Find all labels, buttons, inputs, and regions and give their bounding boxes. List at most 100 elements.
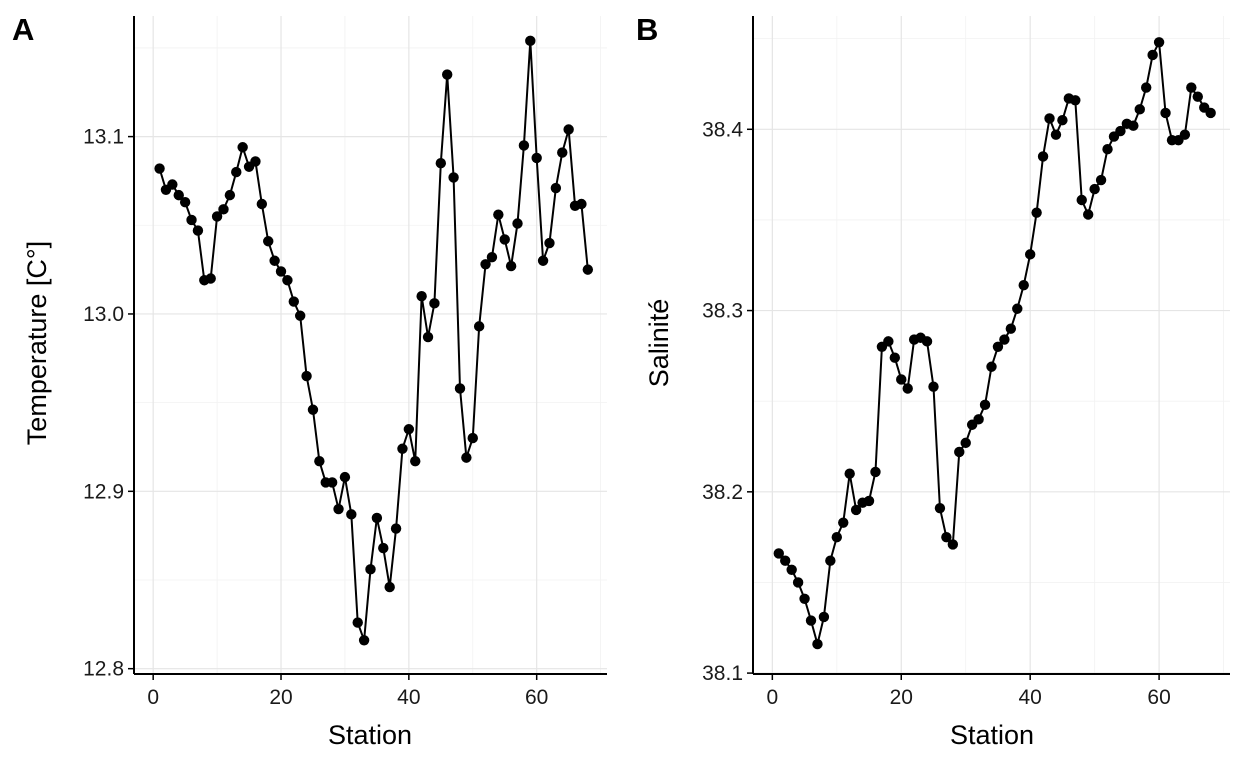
panel-b-data-point — [799, 593, 810, 604]
panel-b-x-tick-label: 40 — [1018, 686, 1041, 709]
panel-a-data-point — [486, 252, 498, 263]
panel-a-grid — [134, 16, 607, 674]
panel-b-data-point — [902, 383, 913, 394]
panel-a-data-point — [333, 503, 344, 515]
panel-b-x-ticks: 0 20 40 60 — [766, 674, 1171, 709]
panel-a-data-point — [442, 69, 453, 80]
panel-b-y-tick-label: 38.4 — [702, 118, 743, 141]
panel-a-data-point — [288, 296, 299, 307]
panel-a-data-point — [250, 156, 261, 167]
panel-a-data-point — [544, 237, 555, 249]
panel-b-data-point — [818, 611, 830, 623]
panel-a-data-point — [352, 617, 363, 628]
panel-b-data-point — [1031, 207, 1042, 218]
panel-a-data-point — [448, 172, 459, 183]
panel-b-data-point — [999, 334, 1010, 345]
panel-b-x-tick-label: 60 — [1147, 686, 1170, 709]
panel-b-data-point — [986, 361, 997, 372]
panel-a-tag: A — [12, 12, 34, 47]
panel-a-y-ticks: 12.8 12.9 13.0 13.1 — [83, 126, 134, 681]
panel-a-data-point — [173, 189, 184, 201]
panel-b-data-point — [792, 577, 804, 588]
panel-b-data-point — [992, 341, 1004, 353]
panel-a-data-point — [179, 197, 191, 208]
panel-a-data-point — [358, 635, 370, 646]
panel-a-data-point — [154, 163, 165, 174]
panel-b-data-point — [1128, 120, 1139, 131]
panel-a-data-point — [269, 255, 280, 266]
panel-b-data-point — [1205, 107, 1216, 119]
panel-b-data-point — [1160, 107, 1171, 119]
panel-b-data-point — [805, 615, 817, 626]
panel-b-data-point — [1012, 303, 1023, 314]
panel-a-data-point — [339, 471, 351, 483]
panel-b-data-point — [896, 374, 907, 385]
panel-b-data-point — [1179, 129, 1191, 140]
panel-a-data-point — [461, 452, 472, 463]
panel-b-data-point — [1134, 104, 1145, 115]
panel-a-data-point — [435, 158, 447, 169]
panel-b-data-point — [889, 352, 901, 363]
panel-a-data-point — [231, 166, 242, 178]
panel-b-data-point — [1186, 82, 1197, 93]
panel-b-data-point — [1018, 279, 1029, 291]
panel-a-data-point — [314, 455, 325, 467]
panel-a-data-point — [397, 443, 408, 454]
panel-b-data-point — [773, 548, 784, 559]
panel-b-data-point — [1089, 183, 1100, 195]
panel-a-data-point — [422, 331, 434, 343]
panel-b-data-point — [1141, 82, 1152, 93]
panel-b-data-point — [1050, 129, 1062, 140]
panel-a-data-point — [192, 225, 204, 236]
panel-a-data-point — [410, 455, 421, 467]
panel-a-data-point — [263, 236, 274, 247]
panel-a-y-tick-label: 13.0 — [83, 303, 124, 326]
panel-b-x-axis-title: Station — [950, 720, 1034, 750]
panel-a-points — [154, 35, 594, 646]
panel-a-data-point — [550, 182, 562, 194]
panel-b-data-point — [960, 437, 971, 449]
panel-a-data-point — [256, 198, 268, 210]
panel-b: B 0 20 40 60 38.1 38.2 38.3 38.4 Station Salin… — [636, 12, 1230, 750]
panel-a-data-point — [576, 198, 587, 210]
panel-b-data-point — [780, 555, 791, 566]
panel-b-data-point — [1005, 323, 1017, 334]
panel-b-data-point — [1147, 49, 1158, 61]
panel-b-y-tick-label: 38.3 — [702, 300, 743, 323]
panel-a-data-point — [531, 152, 542, 164]
panel-a-data-point — [275, 266, 287, 277]
panel-a-data-point — [326, 477, 338, 488]
panel-a-data-point — [454, 383, 466, 394]
panel-a-data-point — [205, 273, 216, 284]
panel-a-data-point — [473, 321, 485, 332]
panel-a-data-point — [563, 124, 574, 135]
panel-b-data-point — [979, 399, 991, 411]
panel-a-data-point — [582, 264, 594, 275]
panel-a-x-axis-title: Station — [328, 720, 412, 750]
panel-a-x-tick-label: 0 — [147, 686, 159, 709]
panel-a-data-point — [218, 204, 229, 215]
panel-a-data-point — [493, 209, 504, 220]
panel-a-data-point — [512, 218, 523, 229]
panel-b-data-point — [1095, 174, 1107, 186]
panel-b-data-point — [838, 517, 849, 528]
panel-b-data-point — [870, 466, 881, 478]
panel-b-data-point — [1070, 95, 1081, 106]
panel-b-data-point — [883, 336, 894, 347]
panel-b-y-axis-title: Salinité — [644, 299, 674, 388]
panel-a-data-point — [224, 189, 236, 201]
panel-a-y-tick-label: 12.8 — [83, 658, 124, 681]
panel-a-data-point — [307, 404, 319, 415]
panel-a-x-tick-label: 60 — [525, 686, 548, 709]
panel-a-data-point — [557, 147, 568, 158]
panel-b-data-point — [850, 504, 862, 516]
panel-b-data-point — [831, 531, 842, 543]
panel-a-data-point — [167, 179, 178, 190]
panel-b-data-point — [1115, 125, 1126, 137]
panel-b-data-point — [1024, 249, 1036, 260]
panel-a-y-tick-label: 12.9 — [83, 480, 124, 503]
panel-a-x-tick-label: 40 — [397, 686, 420, 709]
panel-b-data-point — [825, 555, 836, 566]
panel-b-data-point — [921, 336, 933, 347]
